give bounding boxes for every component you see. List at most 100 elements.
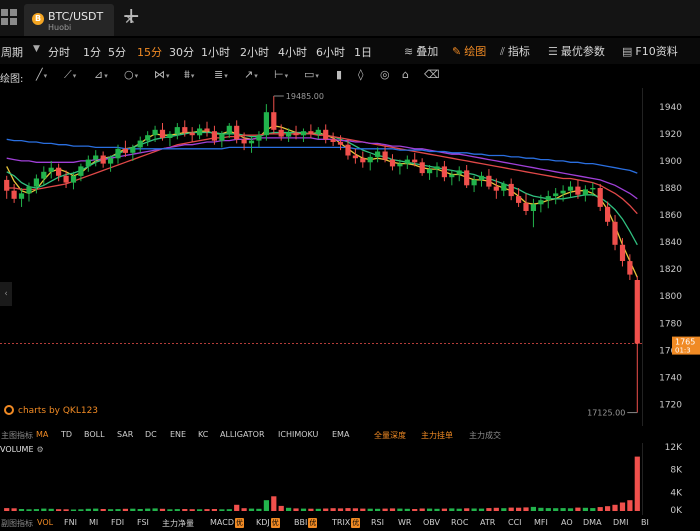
price-chart[interactable]: 1720 1740 1760 1780 1800 1820 1840 1860 1880 1900… — [0, 88, 700, 426]
overlay-button[interactable]: ≋ 叠加 — [404, 43, 438, 59]
period-30m[interactable]: 30分 — [169, 46, 194, 59]
volume-bar — [627, 500, 633, 511]
volume-bar — [33, 509, 39, 511]
full-depth-toggle[interactable]: 全量深度 — [374, 431, 406, 440]
f10-button[interactable]: ▤ F10资料 — [622, 43, 678, 59]
period-timeshare[interactable]: 分时 — [48, 46, 70, 59]
sub-indicator-dma[interactable]: DMA — [583, 518, 602, 527]
tab-btc-usdt[interactable]: B BTC/USDT Huobi ✕ — [24, 4, 136, 36]
candle-body — [78, 166, 84, 176]
volume-chart[interactable]: 12K 8K 4K 0K — [0, 443, 700, 515]
candle-body — [516, 196, 522, 203]
measure-tool-icon[interactable]: ⊢▾ — [274, 68, 289, 81]
sub-indicator-roc[interactable]: ROC — [451, 518, 469, 527]
sub-indicator-obv[interactable]: OBV — [423, 518, 441, 527]
sub-indicator-bbi[interactable]: BBI 优 — [294, 518, 318, 528]
period-6h[interactable]: 6小时 — [316, 46, 345, 59]
indicator-button[interactable]: ⫽ 指标 — [500, 43, 530, 59]
bars-tool-icon[interactable]: ▮ — [336, 68, 343, 81]
period-2h[interactable]: 2小时 — [240, 46, 269, 59]
collapse-sidebar-icon[interactable]: ‹ — [0, 282, 12, 306]
sub-indicator-rsi[interactable]: RSI — [371, 518, 384, 527]
sub-indicator-fdi[interactable]: FDI — [111, 518, 125, 527]
sub-indicator-wr[interactable]: WR — [398, 518, 412, 527]
main-trades-toggle[interactable]: 主力成交 — [469, 431, 501, 440]
volume-bar — [100, 509, 106, 511]
volume-bar — [323, 508, 329, 511]
period-1m[interactable]: 1分 — [83, 46, 101, 59]
draw-button[interactable]: ✎ 绘图 — [452, 43, 486, 59]
volume-bar — [308, 508, 314, 511]
indicator-ema[interactable]: EMA — [332, 430, 350, 439]
add-tab-icon[interactable]: + — [122, 4, 141, 29]
candle-body — [300, 131, 307, 136]
sub-indicator-cci[interactable]: CCI — [508, 518, 522, 527]
sub-indicator-fsi[interactable]: FSI — [137, 518, 149, 527]
hide-tool-icon[interactable]: ◎ — [380, 68, 390, 81]
chevron-down-icon[interactable]: ▼ — [33, 44, 40, 54]
lock-tool-icon[interactable]: ⌂ — [402, 68, 409, 81]
indicator-ene[interactable]: ENE — [170, 430, 187, 439]
indicator-boll[interactable]: BOLL — [84, 430, 105, 439]
gann-tool-icon[interactable]: ≣▾ — [214, 68, 228, 81]
period-selector[interactable]: 周期 — [1, 46, 23, 59]
indicator-ma[interactable]: MA — [36, 430, 49, 439]
candle-body — [122, 148, 128, 153]
sub-indicator-trix[interactable]: TRIX 优 — [332, 518, 361, 528]
fib-tool-icon[interactable]: ⩩▾ — [184, 68, 195, 81]
sub-indicator-kdj[interactable]: KDJ 优 — [256, 518, 280, 528]
indicator-alligator[interactable]: ALLIGATOR — [220, 430, 265, 439]
bitcoin-icon: B — [32, 13, 44, 25]
sub-indicator-mi[interactable]: MI — [89, 518, 99, 527]
period-1h[interactable]: 1小时 — [201, 46, 230, 59]
indicator-td[interactable]: TD — [61, 430, 73, 439]
candle-body — [145, 135, 151, 141]
ray-tool-icon[interactable]: ⟋▾ — [64, 68, 77, 81]
indicator-sar[interactable]: SAR — [117, 430, 134, 439]
volume-bar — [389, 508, 396, 511]
sub-indicator-ao[interactable]: AO — [561, 518, 573, 527]
sub-indicator-main-net[interactable]: 主力净量 — [162, 519, 194, 528]
sub-indicator-bi[interactable]: BI — [641, 518, 649, 527]
text-tool-icon[interactable]: ▭▾ — [304, 68, 319, 81]
circle-tool-icon[interactable]: ○▾ — [124, 68, 139, 81]
volume-bar — [434, 508, 440, 511]
candle-body — [375, 151, 381, 157]
indicator-ichimoku[interactable]: ICHIMOKU — [278, 430, 319, 439]
period-1d[interactable]: 1日 — [354, 46, 372, 59]
high-annotation: 19485.00 — [286, 92, 324, 101]
candle-body — [493, 186, 499, 191]
sub-indicator-atr[interactable]: ATR — [480, 518, 496, 527]
channel-tool-icon[interactable]: ⊿▾ — [94, 68, 108, 81]
main-orders-toggle[interactable]: 主力挂单 — [421, 431, 453, 440]
sub-indicator-mfi[interactable]: MFI — [534, 518, 548, 527]
grid-menu-icon[interactable] — [0, 8, 20, 28]
period-4h[interactable]: 4小时 — [278, 46, 307, 59]
period-15m[interactable]: 15分 — [137, 46, 162, 59]
period-5m[interactable]: 5分 — [108, 46, 126, 59]
arrow-tool-icon[interactable]: ↗▾ — [244, 68, 258, 81]
volume-bar — [404, 508, 410, 511]
close-tab-icon[interactable]: ✕ — [124, 12, 136, 28]
volume-bar — [545, 508, 551, 511]
sub-indicator-macd[interactable]: MACD 优 — [210, 518, 244, 528]
gear-icon[interactable]: ⚙ — [36, 445, 44, 454]
bbi-label: BBI — [294, 518, 308, 527]
volume-bar — [486, 508, 492, 511]
candle-body — [271, 112, 277, 130]
candle-body — [560, 190, 566, 194]
chart-icon: ⫽ — [500, 45, 505, 58]
best-params-button[interactable]: ☰ 最优参数 — [548, 43, 605, 59]
sub-indicator-dmi[interactable]: DMI — [613, 518, 629, 527]
volume-bar — [412, 509, 418, 511]
magnet-tool-icon[interactable]: ◊ — [358, 68, 364, 81]
pattern-tool-icon[interactable]: ⋈▾ — [154, 68, 170, 81]
candle-body — [26, 186, 32, 194]
sub-indicator-vol[interactable]: VOL — [37, 518, 54, 527]
indicator-kc[interactable]: KC — [198, 430, 209, 439]
candle-body — [567, 186, 574, 191]
indicator-dc[interactable]: DC — [145, 430, 157, 439]
line-tool-icon[interactable]: ╱▾ — [36, 68, 48, 81]
delete-tool-icon[interactable]: ⌫ — [424, 68, 440, 81]
sub-indicator-fni[interactable]: FNI — [64, 518, 77, 527]
